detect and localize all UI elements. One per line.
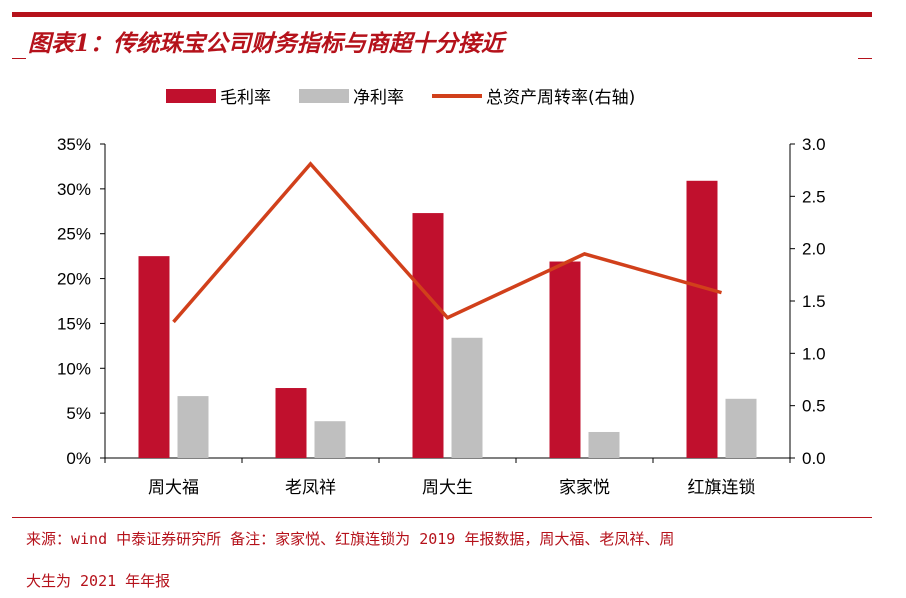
- y-tick-label: 30%: [57, 180, 91, 199]
- top-rule: [12, 12, 872, 17]
- legend-swatch: [166, 88, 216, 103]
- y2-tick-label: 2.5: [802, 187, 826, 206]
- bar-net-margin: [314, 421, 346, 458]
- x-tick-label: 周大生: [422, 478, 473, 498]
- y-tick-label: 20%: [57, 270, 91, 289]
- y2-tick-label: 1.5: [802, 292, 826, 311]
- y2-tick-label: 1.0: [802, 344, 826, 363]
- footer-rule: [12, 517, 872, 518]
- bar-gross-margin: [549, 261, 581, 458]
- x-tick-label: 红旗连锁: [688, 478, 756, 498]
- y2-tick-label: 0.5: [802, 397, 826, 416]
- bar-net-margin: [725, 398, 757, 458]
- bar-gross-margin: [686, 180, 718, 459]
- legend-label: 总资产周转率(右轴): [486, 88, 636, 108]
- legend-swatch: [299, 88, 349, 103]
- legend-label: 毛利率: [220, 88, 271, 108]
- legend-swatch: [432, 93, 482, 98]
- y-tick-label: 5%: [66, 404, 91, 423]
- legend-label: 净利率: [353, 88, 404, 108]
- legend: 毛利率 净利率 总资产周转率(右轴): [166, 83, 663, 108]
- x-tick-label: 家家悦: [559, 478, 610, 498]
- y-tick-label: 0%: [66, 449, 91, 468]
- y-tick-label: 15%: [57, 314, 91, 333]
- y-tick-label: 35%: [57, 135, 91, 154]
- y-tick-label: 25%: [57, 225, 91, 244]
- y2-tick-label: 0.0: [802, 449, 826, 468]
- x-tick-label: 周大福: [148, 478, 199, 498]
- bar-net-margin: [451, 337, 483, 458]
- legend-item: 毛利率: [166, 83, 271, 108]
- x-tick-label: 老凤祥: [285, 478, 336, 498]
- bar-gross-margin: [412, 213, 444, 458]
- y2-tick-label: 2.0: [802, 240, 826, 259]
- bar-gross-margin: [275, 388, 307, 458]
- bar-gross-margin: [138, 256, 170, 458]
- chart-title: 图表1：传统珠宝公司财务指标与商超十分接近: [28, 30, 505, 57]
- legend-item: 净利率: [299, 83, 404, 108]
- bar-net-margin: [177, 396, 209, 458]
- footer-note: 大生为 2021 年年报: [26, 572, 171, 590]
- rule-mark-left: [12, 58, 26, 59]
- line-asset-turnover: [172, 161, 722, 324]
- y2-tick-label: 3.0: [802, 135, 826, 154]
- footer-note: 来源：wind 中泰证券研究所 备注：家家悦、红旗连锁为 2019 年报数据，周…: [26, 530, 675, 548]
- rule-mark-right: [858, 58, 872, 59]
- legend-item: 总资产周转率(右轴): [432, 83, 635, 108]
- bar-net-margin: [588, 431, 620, 458]
- y-tick-label: 10%: [57, 359, 91, 378]
